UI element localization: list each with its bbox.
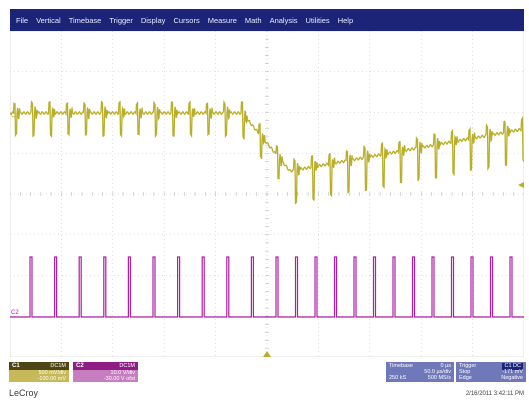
trigger-level-marker[interactable] <box>518 182 524 188</box>
channel-1-offset: -100.00 mV <box>37 376 66 382</box>
brand-logo: LeCroy <box>9 388 39 398</box>
timebase-descriptor[interactable]: Timebase 0 µs 50.0 µs/div 250 kS 500 MS/… <box>386 362 454 382</box>
waveform-grid: C1 C2 <box>10 31 524 357</box>
trigger-mode: Stop <box>459 369 471 375</box>
menu-item-display[interactable]: Display <box>140 15 166 25</box>
channel-2-scale: 10.0 V/div <box>110 370 135 376</box>
timebase-sample-rate: 500 MS/s <box>427 375 451 381</box>
channel-2-trace <box>10 256 524 318</box>
channel-2-offset: -30.00 V ofst <box>103 376 135 382</box>
menu-item-measure[interactable]: Measure <box>207 15 237 25</box>
channel-1-coupling: DC1M <box>50 362 66 369</box>
menu-item-trigger[interactable]: Trigger <box>109 15 133 25</box>
menu-item-file[interactable]: File <box>16 15 29 25</box>
trigger-level: -171 mV <box>502 369 523 375</box>
channel-2-marker[interactable]: C2 <box>11 310 19 316</box>
trigger-slope: Negative <box>501 375 523 381</box>
menu-item-timebase[interactable]: Timebase <box>68 15 102 25</box>
channel-1-descriptor[interactable]: C1 DC1M 500 mV/div -100.00 mV <box>9 362 69 382</box>
menu-item-help[interactable]: Help <box>337 15 354 25</box>
menu-item-analysis[interactable]: Analysis <box>269 15 298 25</box>
trigger-title: Trigger <box>459 363 477 369</box>
channel-1-tag: C1 <box>12 362 20 369</box>
channel-1-trace <box>10 99 524 205</box>
channel-1-scale: 500 mV/div <box>38 370 66 376</box>
timebase-title: Timebase <box>389 363 413 369</box>
trigger-badge: C1 DC <box>502 363 523 370</box>
menu-item-utilities[interactable]: Utilities <box>305 15 330 25</box>
graticule <box>10 31 524 357</box>
timebase-delay: 0 µs <box>440 363 451 369</box>
timestamp: 2/16/2011 3:42:11 PM <box>465 391 524 397</box>
menu-bar: File Vertical Timebase Trigger Display Cursor… <box>10 9 524 31</box>
channel-2-descriptor[interactable]: C2 DC1M 10.0 V/div -30.00 V ofst <box>73 362 138 382</box>
menu-item-vertical[interactable]: Vertical <box>36 15 61 25</box>
channel-1-marker[interactable]: C1 <box>11 113 19 119</box>
trigger-position-marker[interactable] <box>263 351 271 357</box>
channel-2-coupling: DC1M <box>119 362 135 369</box>
menu-item-math[interactable]: Math <box>244 15 262 25</box>
channel-2-tag: C2 <box>76 362 84 369</box>
waveform-display[interactable]: C1 C2 <box>10 31 524 357</box>
timebase-samples: 250 kS <box>389 375 407 381</box>
trigger-type: Edge <box>459 375 472 381</box>
timebase-time-div: 50.0 µs/div <box>424 369 451 375</box>
trigger-descriptor[interactable]: Trigger C1 DC Stop -171 mV Edge Negative <box>456 362 526 382</box>
menu-item-cursors[interactable]: Cursors <box>173 15 200 25</box>
